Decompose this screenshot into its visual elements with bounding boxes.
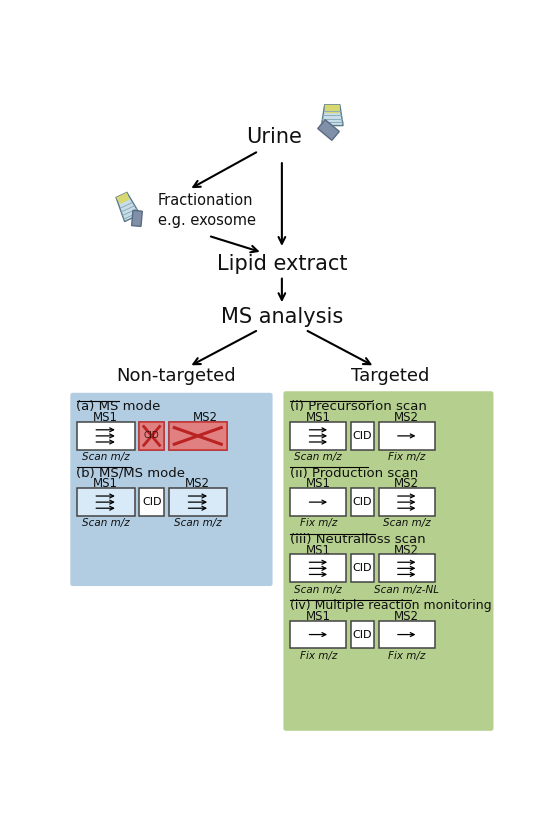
Text: MS analysis: MS analysis	[221, 307, 343, 327]
Text: Scan m/z: Scan m/z	[294, 584, 342, 594]
Text: CID: CID	[353, 431, 372, 441]
Bar	[290, 422, 346, 450]
Bar	[139, 488, 164, 516]
Text: Scan m/z-NL: Scan m/z-NL	[374, 584, 439, 594]
Text: (b) MS/MS mode: (b) MS/MS mode	[76, 467, 185, 480]
Text: (iii) Neutralloss scan: (iii) Neutralloss scan	[290, 533, 426, 546]
Polygon shape	[131, 210, 142, 226]
Text: MS1: MS1	[306, 478, 331, 491]
Bar	[139, 422, 164, 450]
Polygon shape	[324, 104, 340, 113]
Bar	[351, 621, 374, 649]
Text: MS1: MS1	[93, 411, 118, 424]
Text: Fix m/z: Fix m/z	[388, 452, 425, 462]
Text: (i) Precursorion scan: (i) Precursorion scan	[290, 400, 427, 413]
Text: Lipid extract: Lipid extract	[217, 254, 347, 275]
Bar	[379, 621, 435, 649]
Text: MS2: MS2	[193, 411, 218, 424]
Text: CID: CID	[353, 497, 372, 507]
Text: (a) MS mode: (a) MS mode	[76, 400, 161, 413]
Text: Fractionation
e.g. exosome: Fractionation e.g. exosome	[158, 193, 256, 228]
Bar	[169, 422, 227, 450]
Text: MS2: MS2	[394, 543, 419, 556]
Text: Scan m/z: Scan m/z	[174, 519, 222, 529]
Text: Fix m/z: Fix m/z	[300, 519, 337, 529]
Bar	[379, 555, 435, 582]
Bar	[351, 488, 374, 516]
Text: MS2: MS2	[394, 610, 419, 623]
Bar	[76, 422, 135, 450]
Text: Scan m/z: Scan m/z	[294, 452, 342, 462]
Polygon shape	[116, 192, 140, 222]
Bar	[351, 555, 374, 582]
Bar	[169, 488, 227, 516]
Text: Fix m/z: Fix m/z	[388, 651, 425, 661]
Bar	[351, 422, 374, 450]
Text: MS1: MS1	[306, 411, 331, 424]
Bar	[290, 488, 346, 516]
Text: Scan m/z: Scan m/z	[82, 519, 129, 529]
Bar	[290, 555, 346, 582]
Text: (iv) Multiple reaction monitoring: (iv) Multiple reaction monitoring	[290, 599, 492, 612]
Text: MS1: MS1	[306, 610, 331, 623]
Text: Scan m/z: Scan m/z	[82, 452, 129, 462]
Text: (ii) Production scan: (ii) Production scan	[290, 467, 419, 480]
Bar	[290, 621, 346, 649]
Text: MS2: MS2	[394, 478, 419, 491]
Bar	[169, 422, 227, 450]
Bar	[379, 488, 435, 516]
Bar	[139, 422, 164, 450]
Text: Fix m/z: Fix m/z	[300, 651, 337, 661]
Text: Urine: Urine	[246, 127, 302, 147]
Bar	[76, 488, 135, 516]
Text: MS2: MS2	[394, 411, 419, 424]
Polygon shape	[318, 120, 339, 141]
Text: CID: CID	[144, 432, 160, 441]
Text: MS2: MS2	[185, 478, 210, 491]
Text: Non-targeted: Non-targeted	[116, 367, 235, 385]
Bar	[379, 422, 435, 450]
Text: MS1: MS1	[306, 543, 331, 556]
Text: Targeted: Targeted	[351, 367, 430, 385]
FancyBboxPatch shape	[283, 391, 493, 731]
Text: MS1: MS1	[93, 478, 118, 491]
Polygon shape	[321, 104, 343, 126]
Text: CID: CID	[353, 630, 372, 640]
Text: CID: CID	[353, 563, 372, 573]
Text: CID: CID	[142, 497, 162, 507]
Text: Scan m/z: Scan m/z	[383, 519, 431, 529]
FancyBboxPatch shape	[70, 393, 273, 586]
Polygon shape	[116, 192, 129, 204]
